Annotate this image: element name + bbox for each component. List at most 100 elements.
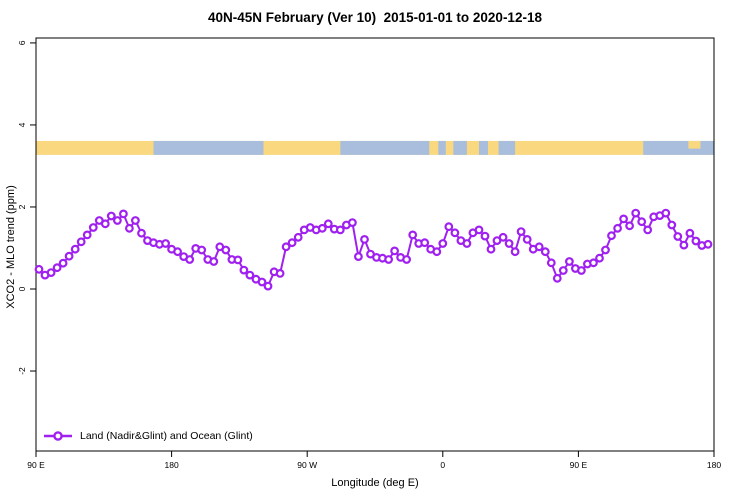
data-point: [444, 222, 454, 232]
data-point: [607, 231, 616, 241]
data-point: [335, 225, 345, 235]
chart-title: 40N-45N February (Ver 10) 2015-01-01 to …: [208, 10, 542, 25]
legend-marker-icon: [44, 431, 72, 441]
data-point: [46, 268, 56, 278]
data-point: [408, 230, 418, 240]
x-tick-label: 180: [165, 460, 179, 470]
data-point: [124, 223, 134, 233]
data-point: [130, 216, 140, 225]
data-point: [257, 277, 267, 287]
data-point: [625, 221, 634, 231]
data-point: [82, 230, 92, 240]
data-point: [577, 266, 586, 275]
data-point: [540, 247, 550, 257]
data-point: [137, 228, 146, 238]
data-point: [52, 263, 62, 273]
data-point: [221, 245, 231, 255]
x-tick-label: 90 E: [570, 460, 588, 470]
data-point: [239, 265, 249, 275]
data-point: [275, 269, 285, 278]
data-point: [281, 242, 291, 252]
data-point: [558, 266, 568, 275]
data-point: [64, 251, 74, 261]
data-point: [88, 223, 98, 232]
data-point: [522, 234, 532, 244]
data-point: [287, 238, 297, 248]
data-point: [197, 245, 207, 255]
data-point: [516, 227, 526, 237]
data-point: [402, 255, 412, 264]
data-point: [185, 255, 195, 264]
data-point: [58, 258, 68, 268]
data-point: [637, 217, 647, 227]
data-point: [354, 252, 363, 262]
data-point: [34, 264, 44, 274]
data-point: [263, 281, 273, 291]
data-point: [510, 247, 520, 257]
data-point: [462, 239, 472, 248]
data-point: [317, 223, 327, 233]
ocean-band-segment: [478, 140, 488, 155]
x-axis-label: Longitude (deg E): [331, 477, 419, 489]
data-point: [112, 216, 122, 225]
data-point: [631, 208, 641, 218]
ocean-band-segment: [340, 140, 430, 155]
y-tick-label: 6: [17, 40, 27, 45]
data-point: [643, 225, 653, 235]
data-point: [106, 211, 116, 221]
data-point: [480, 231, 490, 241]
data-point: [546, 258, 556, 268]
data-point: [601, 245, 610, 255]
data-point: [118, 209, 128, 219]
data-point: [161, 239, 171, 248]
y-tick-label: 4: [17, 122, 27, 127]
data-point: [100, 219, 110, 229]
data-point: [486, 244, 496, 254]
data-point: [245, 270, 255, 280]
data-point: [390, 246, 400, 256]
plot-box: [35, 37, 715, 452]
data-point: [552, 273, 562, 283]
data-point: [679, 240, 689, 250]
data-point: [432, 247, 442, 257]
ocean-band-segment: [498, 140, 516, 155]
y-tick-label: -2: [17, 367, 27, 375]
data-point: [450, 228, 460, 238]
y-tick-label: 2: [17, 204, 27, 209]
data-point: [498, 232, 508, 242]
data-point: [209, 257, 219, 266]
legend: Land (Nadir&Glint) and Ocean (Glint): [43, 430, 253, 442]
data-point: [173, 247, 183, 257]
data-point: [438, 239, 448, 248]
data-point: [233, 255, 243, 265]
data-point: [360, 234, 369, 244]
data-point: [348, 218, 357, 228]
legend-circle-icon: [53, 431, 63, 441]
ocean-band-segment: [438, 140, 446, 155]
land-band-patch: [688, 140, 701, 149]
x-tick-label: 180: [707, 460, 721, 470]
x-tick-label: 90 E: [27, 460, 45, 470]
data-point: [323, 219, 333, 229]
data-point: [685, 228, 695, 238]
data-point: [673, 232, 683, 241]
ocean-band-segment: [453, 140, 467, 155]
ocean-band-segment: [153, 140, 264, 155]
data-point: [474, 225, 484, 235]
data-point: [619, 214, 628, 224]
data-point: [667, 220, 677, 230]
y-tick-label: 0: [17, 286, 27, 291]
ocean-band-segment: [643, 140, 714, 155]
legend-label: Land (Nadir&Glint) and Ocean (Glint): [80, 430, 253, 442]
data-point: [504, 239, 514, 248]
data-point: [589, 258, 598, 268]
data-point: [70, 244, 80, 254]
data-point: [76, 237, 86, 247]
y-axis-label: XCO2 - MLO trend (ppm): [5, 185, 17, 309]
data-point: [534, 242, 544, 252]
x-tick-label: 0: [440, 460, 445, 470]
data-point: [661, 208, 671, 218]
data-point: [420, 238, 430, 248]
